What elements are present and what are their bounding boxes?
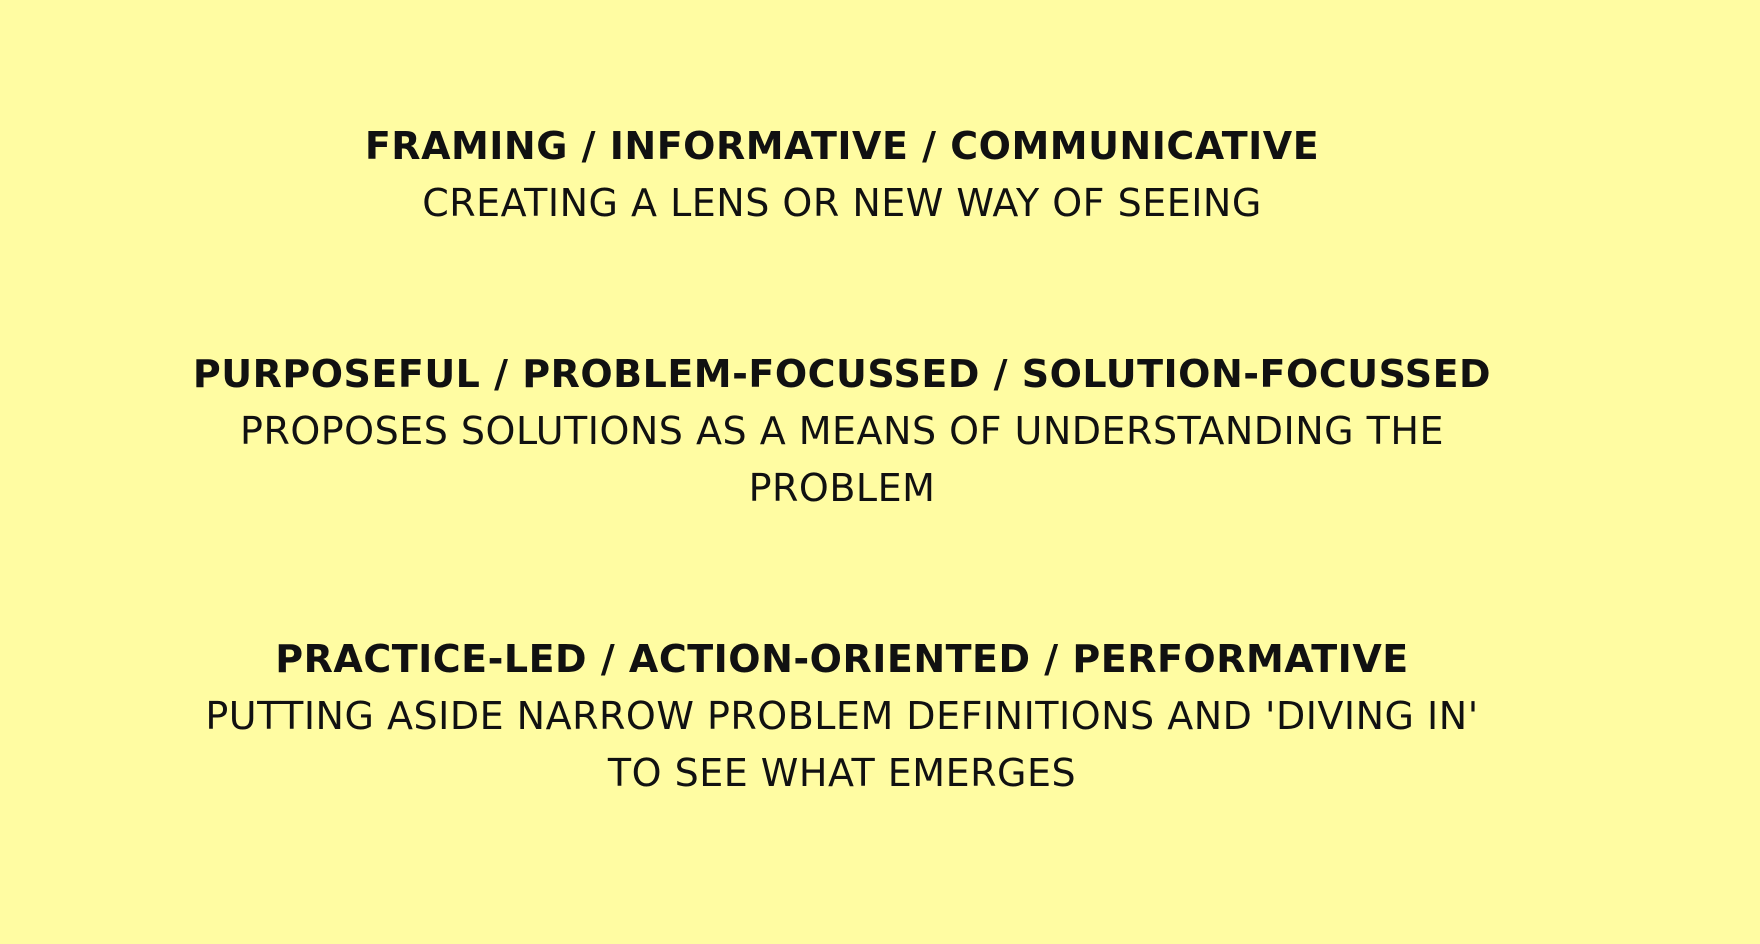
heading-purposeful: PURPOSEFUL / PROBLEM-FOCUSSED / SOLUTION… [192,352,1492,396]
description-framing: CREATING A LENS OR NEW WAY OF SEEING [422,181,1262,225]
block-practice-led: PRACTICE-LED / ACTION-ORIENTED / PERFORM… [0,631,1684,802]
text-content: FRAMING / INFORMATIVE / COMMUNICATIVE CR… [0,118,1684,802]
heading-practice-led: PRACTICE-LED / ACTION-ORIENTED / PERFORM… [275,637,1409,681]
block-purposeful: PURPOSEFUL / PROBLEM-FOCUSSED / SOLUTION… [0,346,1684,517]
description-purposeful: PROPOSES SOLUTIONS AS A MEANS OF UNDERST… [240,409,1444,510]
block-framing: FRAMING / INFORMATIVE / COMMUNICATIVE CR… [0,118,1684,232]
heading-framing: FRAMING / INFORMATIVE / COMMUNICATIVE [364,124,1320,168]
description-practice-led: PUTTING ASIDE NARROW PROBLEM DEFINITIONS… [205,694,1479,795]
